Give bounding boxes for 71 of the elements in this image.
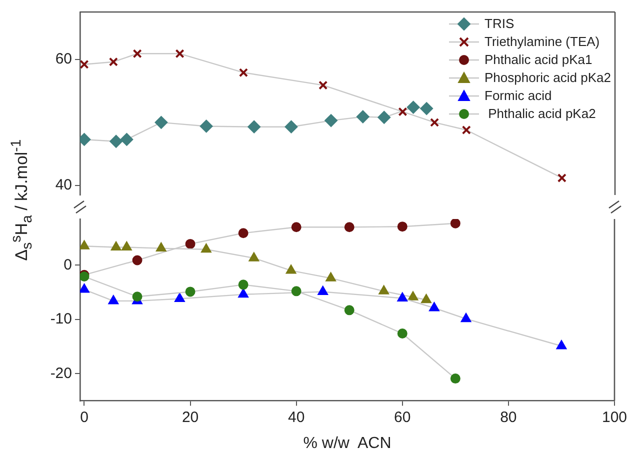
point [291, 222, 302, 232]
legend-label: Formic acid [484, 87, 552, 105]
point [318, 286, 328, 295]
point [154, 116, 168, 129]
x-tick-label: 40 [288, 408, 305, 426]
point [286, 264, 296, 274]
point [108, 294, 119, 304]
point [430, 118, 440, 127]
point [378, 285, 390, 294]
point [238, 280, 248, 290]
legend-label: TRIS [484, 15, 514, 33]
point [200, 120, 213, 133]
point [80, 60, 89, 69]
x-tick-label: 60 [394, 408, 411, 426]
point [185, 286, 196, 297]
x-axis-title: % w/w ACN [303, 434, 392, 452]
point [120, 132, 134, 146]
x-tick-label: 80 [500, 408, 517, 426]
point [318, 80, 328, 90]
point [110, 134, 123, 148]
x-tick-label: 100 [602, 408, 627, 426]
legend-label: Phthalic acid pKa1 [484, 51, 592, 69]
point [356, 110, 370, 124]
point [291, 286, 302, 296]
point [238, 228, 248, 238]
y-tick-label: 0 [64, 256, 72, 274]
point [80, 240, 90, 250]
point [248, 252, 260, 262]
point [344, 305, 354, 316]
point [408, 291, 418, 300]
y-tick-label: 40 [55, 176, 72, 194]
y-tick-label: 60 [55, 50, 72, 68]
point [284, 120, 298, 134]
point [460, 312, 472, 322]
point [397, 292, 408, 302]
point [110, 241, 122, 250]
point [132, 49, 142, 58]
point [326, 272, 336, 282]
legend-label: Phosphoric acid pKa2 [484, 69, 611, 87]
legend-label: Triethylamine (TEA) [484, 33, 600, 51]
point [378, 110, 391, 124]
x-tick-label: 0 [80, 408, 88, 426]
point [175, 49, 184, 58]
legend-label: Phthalic acid pKa2 [487, 105, 596, 123]
point [462, 125, 471, 135]
point [108, 57, 118, 66]
point [238, 288, 249, 298]
point [406, 100, 420, 114]
point [397, 222, 408, 232]
y-tick-label: -10 [50, 310, 72, 328]
point [132, 255, 142, 266]
point [80, 284, 90, 293]
point [121, 241, 132, 250]
point [324, 114, 338, 128]
point [238, 68, 248, 78]
point [420, 294, 432, 304]
point [248, 120, 261, 134]
x-tick-label: 20 [182, 408, 199, 426]
point [174, 292, 185, 302]
point [556, 340, 567, 350]
point [557, 173, 566, 182]
point [420, 102, 434, 116]
point [428, 302, 440, 312]
point [132, 292, 142, 302]
point [156, 242, 166, 252]
point [185, 238, 196, 249]
point [450, 219, 460, 228]
y-tick-label: -20 [50, 364, 72, 382]
point [200, 243, 212, 253]
point [344, 222, 354, 232]
point [398, 107, 408, 116]
